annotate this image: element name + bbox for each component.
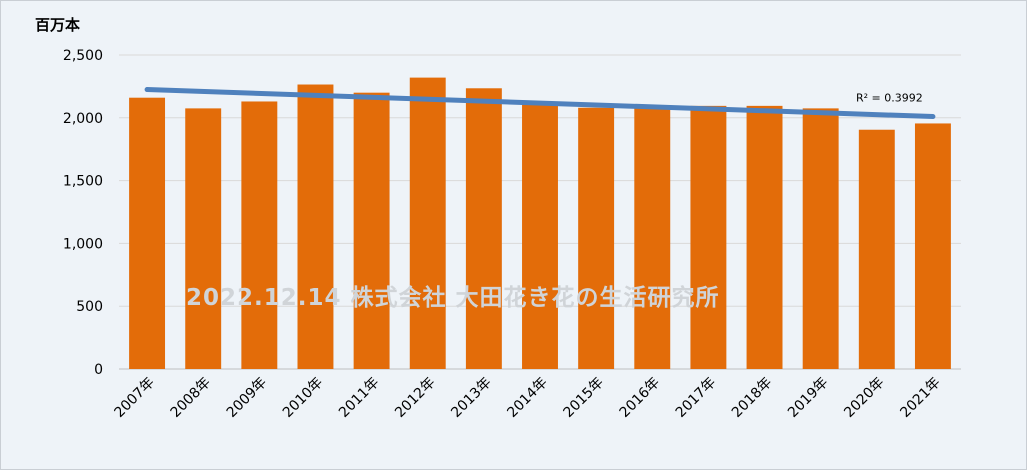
y-tick-label: 1,500 (63, 174, 103, 190)
y-tick-label: 1,000 (63, 236, 103, 252)
x-tick-label: 2020年 (841, 375, 887, 421)
bar (802, 108, 839, 369)
bar (522, 103, 558, 369)
x-tick-label: 2021年 (897, 375, 943, 421)
y-tick-label: 500 (76, 299, 103, 315)
y-axis-ticks: 0 500 1,000 1,500 2,000 2,500 (63, 48, 103, 378)
trendline (144, 87, 936, 120)
x-tick-label: 2018年 (729, 375, 775, 421)
bar (465, 88, 502, 369)
x-tick-label: 2012年 (392, 375, 438, 421)
bar (690, 105, 727, 370)
bars (129, 77, 951, 370)
y-axis-unit-label: 百万本 (35, 16, 80, 34)
r-squared-label: R² = 0.3992 (856, 91, 923, 104)
x-tick-label: 2019年 (785, 375, 831, 421)
x-tick-label: 2013年 (448, 375, 494, 421)
x-tick-label: 2015年 (561, 375, 607, 421)
bar (241, 101, 278, 370)
bar (353, 92, 390, 370)
x-tick-label: 2008年 (168, 375, 214, 421)
x-tick-label: 2011年 (336, 375, 382, 421)
x-tick-label: 2007年 (111, 375, 157, 421)
x-tick-label: 2017年 (673, 375, 719, 421)
bar (409, 77, 446, 369)
bar (129, 97, 166, 369)
y-tick-label: 0 (94, 362, 103, 378)
x-tick-label: 2010年 (280, 375, 326, 421)
x-tick-label: 2016年 (617, 375, 663, 421)
bar (185, 108, 222, 369)
bar (297, 84, 334, 370)
bar (746, 105, 783, 370)
watermark: 2022.12.14 株式会社 大田花き花の生活研究所 (186, 284, 720, 311)
bar (858, 129, 895, 369)
x-tick-label: 2009年 (224, 375, 270, 421)
x-axis-ticks: 2007年 2008年 2009年 2010年 2011年 2012年 2013年 2014年… (111, 375, 943, 421)
bar (578, 107, 615, 369)
y-tick-label: 2,500 (63, 48, 103, 64)
y-tick-label: 2,000 (63, 111, 103, 127)
x-tick-label: 2014年 (504, 375, 550, 421)
bar (634, 108, 671, 369)
bar (914, 123, 951, 370)
